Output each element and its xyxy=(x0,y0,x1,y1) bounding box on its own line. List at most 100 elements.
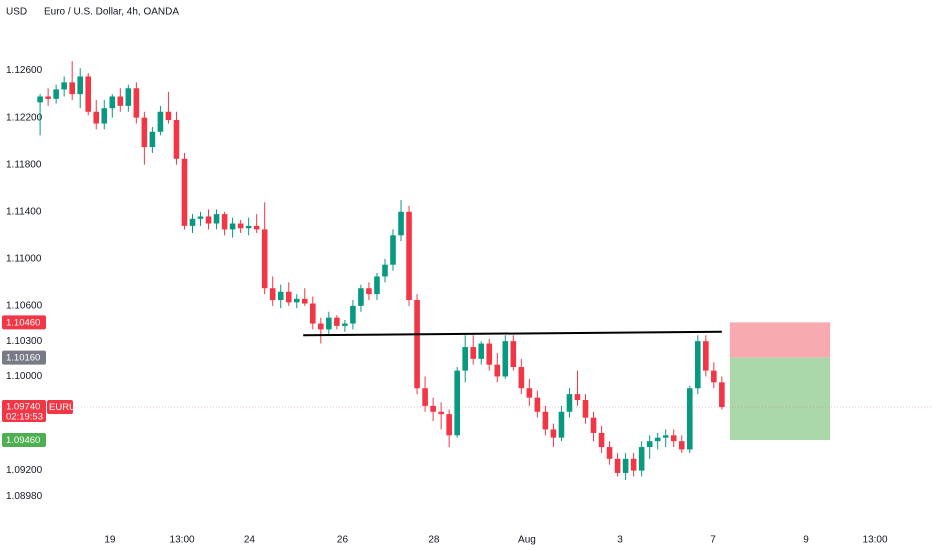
candle-body xyxy=(502,341,509,377)
candle-body xyxy=(566,394,573,412)
candle-body xyxy=(558,411,565,438)
candle-body xyxy=(350,305,356,324)
x-tick-label: 9 xyxy=(803,535,809,546)
y-tick-label: 1.11400 xyxy=(6,206,42,217)
candle-body xyxy=(430,405,436,412)
candle-body xyxy=(374,276,380,295)
x-tick-label: 13:00 xyxy=(170,535,195,546)
candle-body xyxy=(37,96,43,103)
candle-body xyxy=(486,343,493,365)
candle-body xyxy=(69,82,75,95)
candle-body xyxy=(622,458,629,473)
candle-body xyxy=(293,298,300,303)
currency-label: USD xyxy=(6,7,27,18)
candle-body xyxy=(638,447,645,471)
entry-tag-bg xyxy=(2,350,46,365)
y-tick-label: 1.10600 xyxy=(6,301,43,312)
candle-body xyxy=(711,370,717,383)
candle-body xyxy=(310,303,316,324)
candle-body xyxy=(414,300,420,389)
candle-body xyxy=(181,158,188,226)
stop-zone xyxy=(729,322,831,358)
candle-body xyxy=(454,370,460,436)
candle-body xyxy=(318,323,324,330)
candle-body xyxy=(45,96,51,99)
candle-body xyxy=(670,435,677,442)
x-tick-label: Aug xyxy=(518,535,536,546)
candle-body xyxy=(686,388,693,450)
candle-body xyxy=(390,235,396,265)
candle-body xyxy=(510,341,517,368)
candle-body xyxy=(157,111,164,132)
candle-body xyxy=(125,88,132,106)
candle-body xyxy=(582,400,589,418)
candle-body xyxy=(422,388,428,406)
candle-body xyxy=(719,382,725,408)
candle-body xyxy=(173,120,180,159)
stop-tag-bg xyxy=(2,315,46,330)
y-tick-label: 1.08980 xyxy=(6,491,43,502)
candle-body xyxy=(526,388,533,398)
candle-body xyxy=(277,291,284,300)
candle-body xyxy=(237,223,244,229)
candle-body xyxy=(221,214,228,230)
candle-body xyxy=(133,88,140,118)
candle-body xyxy=(590,417,597,433)
candle-body xyxy=(470,347,477,359)
target-tag: 1.09460 xyxy=(6,435,40,446)
candle-body xyxy=(614,458,621,473)
candle-body xyxy=(53,89,59,99)
candle-body xyxy=(542,411,549,430)
candle-body xyxy=(398,211,404,236)
entry-tag: 1.10160 xyxy=(6,353,40,364)
candle-body xyxy=(61,82,67,90)
last-price-tag: 1.09740 xyxy=(6,402,40,413)
candle-body xyxy=(494,364,501,377)
target-zone xyxy=(729,357,831,440)
candle-body xyxy=(462,347,468,371)
chart-title: Euro / U.S. Dollar, 4h, OANDA xyxy=(44,7,179,18)
x-tick-label: 19 xyxy=(104,535,116,546)
countdown: 02:19:53 xyxy=(6,412,43,423)
candle-body xyxy=(213,214,220,224)
candle-body xyxy=(382,264,388,277)
candle-body xyxy=(229,223,236,230)
symbol-tag: EURUSD xyxy=(49,402,89,413)
candle-body xyxy=(93,111,100,124)
candle-body xyxy=(438,411,444,415)
x-tick-label: 26 xyxy=(337,535,349,546)
candle-body xyxy=(205,216,212,224)
candle-body xyxy=(197,216,204,219)
y-tick-label: 1.10000 xyxy=(6,371,43,382)
candle-body xyxy=(694,341,701,389)
candle-body xyxy=(334,317,340,326)
candle-body xyxy=(654,437,661,442)
candle-body xyxy=(646,441,653,448)
y-tick-label: 1.09200 xyxy=(6,465,43,476)
stop-tag: 1.10460 xyxy=(6,317,40,328)
x-tick-label: 7 xyxy=(710,535,716,546)
candle-body xyxy=(269,288,276,300)
candle-body xyxy=(77,76,84,95)
candle-body xyxy=(189,218,196,226)
x-tick-label: 24 xyxy=(244,535,256,546)
candle-body xyxy=(550,429,557,438)
x-tick-label: 13:00 xyxy=(863,535,888,546)
y-tick-label: 1.11800 xyxy=(6,159,42,170)
candle-body xyxy=(85,76,92,112)
candle-body xyxy=(342,323,348,326)
candle-body xyxy=(253,225,260,230)
y-tick-label: 1.11000 xyxy=(6,253,42,264)
x-tick-label: 3 xyxy=(617,535,623,546)
candle-body xyxy=(630,458,637,471)
y-tick-label: 1.12600 xyxy=(6,65,43,76)
candle-body xyxy=(598,432,605,448)
trendline xyxy=(303,330,722,337)
candle-body xyxy=(606,447,613,459)
y-tick-label: 1.12200 xyxy=(6,112,43,123)
y-tick-label: 1.10300 xyxy=(6,336,43,347)
symbol-tag-bg xyxy=(47,400,73,415)
candle-body xyxy=(285,291,292,303)
candle-body xyxy=(326,317,332,330)
candle-body xyxy=(366,288,372,295)
